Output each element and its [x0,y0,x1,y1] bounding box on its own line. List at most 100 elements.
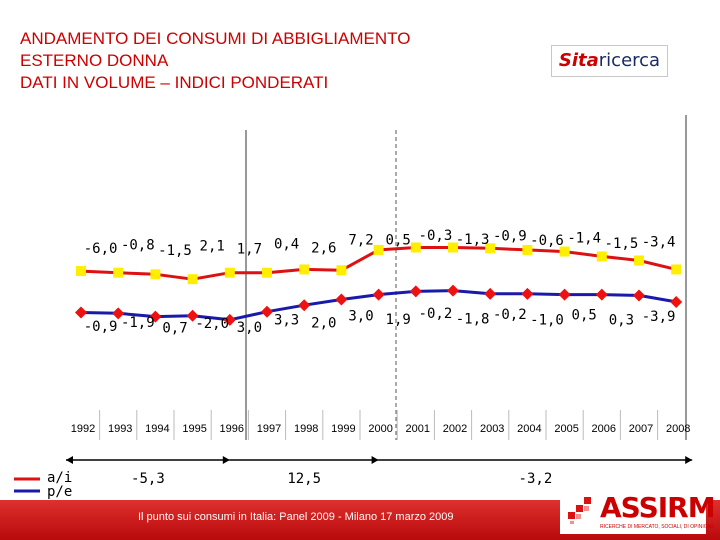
data-label-ai: -0,6 [530,233,564,249]
data-label-pe: 3,3 [274,313,299,329]
data-point-ai [410,242,421,253]
period-change-label: 12,5 [287,471,321,487]
series-ai-data-labels: -6,0 -0,8 -1,5 2,1 1,7 0,4 2,6 7,2 0,5 -0,3 -1,3 -0… [84,228,676,259]
x-tick-label: 1998 [294,423,318,435]
data-point-pe [112,307,125,320]
data-point-ai [373,244,384,255]
data-point-pe [298,299,311,312]
data-point-ai [671,264,682,275]
assirm-logo-mark-icon [568,497,591,524]
x-tick-label: 2001 [406,423,430,435]
data-point-ai [76,266,86,277]
x-tick-label: 2000 [368,423,392,435]
logo-part-sita: Sita [558,50,599,71]
data-label-ai: -0,8 [121,238,155,254]
data-point-ai [224,267,235,278]
data-label-pe: -1,9 [121,315,155,331]
x-tick-label: 2006 [592,423,616,435]
data-label-ai: -6,0 [84,241,118,257]
data-point-pe [149,310,162,323]
data-label-ai: -3,4 [642,234,676,250]
period-arrows: -5,3 12,5 -3,2 [66,456,693,487]
legend-pe-label: p/e [47,484,72,500]
data-point-ai [262,267,272,278]
x-tick-label: 1992 [71,423,95,435]
x-tick-label: 2003 [480,423,504,435]
data-point-pe [670,295,683,308]
data-point-pe [186,309,199,322]
data-label-ai: 0,5 [386,232,411,248]
data-label-ai: -1,5 [605,236,639,252]
data-point-ai [485,243,496,254]
x-tick-label: 2004 [517,423,541,435]
data-label-ai: 2,6 [311,240,336,256]
period-arrow-head [371,456,379,464]
data-point-pe [484,287,497,300]
data-point-ai [559,246,570,257]
title-line-3: DATI IN VOLUME – INDICI PONDERATI [20,73,329,92]
data-label-ai: -1,5 [158,243,192,259]
data-point-ai [113,267,124,278]
data-label-pe: -0,2 [419,306,453,322]
x-tick-label: 1994 [145,423,169,435]
series-pe [75,284,683,326]
data-label-pe: -0,2 [493,307,527,323]
x-tick-label: 1995 [182,423,206,435]
data-point-pe [595,288,608,301]
data-label-pe: 0,3 [609,313,634,329]
logo-part-ricerca: ricerca [598,50,661,71]
period-arrow-head [685,456,693,464]
legend-ai-label: a/i [47,470,72,486]
data-label-ai: -1,3 [456,232,490,248]
x-tick-label: 1999 [331,423,355,435]
data-point-pe [223,313,236,326]
data-label-pe: 3,0 [237,320,262,336]
data-point-ai [448,242,458,253]
line-chart: -6,0 -0,8 -1,5 2,1 1,7 0,4 2,6 7,2 0,5 -0,3 -1,3 -0… [14,115,693,500]
series-pe-data-labels: -0,9 -1,9 0,7 -2,0 3,0 3,3 2,0 3,0 1,9 -0,2 -1,8 -0… [84,306,676,336]
sita-ricerca-logo: Sitaricerca [551,45,668,77]
data-label-ai: 2,1 [200,239,225,255]
x-tick-label: 2005 [554,423,578,435]
assirm-tagline: RICERCHE DI MERCATO, SOCIALI, DI OPINION… [600,524,715,530]
x-tick-label: 2007 [629,423,653,435]
data-point-pe [409,285,422,298]
data-label-pe: -1,0 [530,312,564,328]
period-arrow-head [66,456,73,464]
x-tick-label: 2002 [443,423,467,435]
series-ai [76,242,682,285]
data-label-ai: -1,4 [567,230,601,246]
footer-text: Il punto sui consumi in Italia: Panel 20… [138,511,454,523]
data-label-pe: -0,9 [84,319,118,335]
data-point-ai [336,265,347,276]
data-label-pe: -1,8 [456,312,490,328]
period-arrow-head [222,456,230,464]
data-label-pe: -2,0 [195,316,229,332]
data-point-pe [335,293,348,306]
data-label-ai: 0,4 [274,237,299,253]
data-point-pe [75,306,87,319]
period-change-label: -3,2 [519,471,553,487]
category-separators [99,410,659,440]
data-label-pe: 0,5 [572,307,597,323]
x-tick-label: 2008 [666,423,690,435]
data-point-ai [596,251,607,262]
assirm-name: ASSIRM [600,491,716,524]
x-tick-label: 1997 [257,423,281,435]
data-point-pe [521,287,534,300]
chart-title: ANDAMENTO DEI CONSUMI DI ABBIGLIAMENTO E… [20,28,410,94]
data-point-pe [261,305,273,318]
data-label-pe: 1,9 [386,312,411,328]
data-label-ai: -0,9 [493,229,527,245]
data-point-pe [447,284,459,297]
data-point-ai [187,274,198,285]
data-label-pe: 2,0 [311,315,336,331]
x-axis-labels: 1992 1993 1994 1995 1996 1997 1998 1999 2000 2001… [71,423,691,435]
data-point-ai [299,264,310,275]
data-label-pe: -3,9 [642,309,676,325]
data-label-pe: 0,7 [162,320,187,336]
data-point-pe [372,288,385,301]
period-change-label: -5,3 [131,471,165,487]
data-label-ai: 7,2 [348,233,373,249]
data-point-ai [522,244,533,255]
